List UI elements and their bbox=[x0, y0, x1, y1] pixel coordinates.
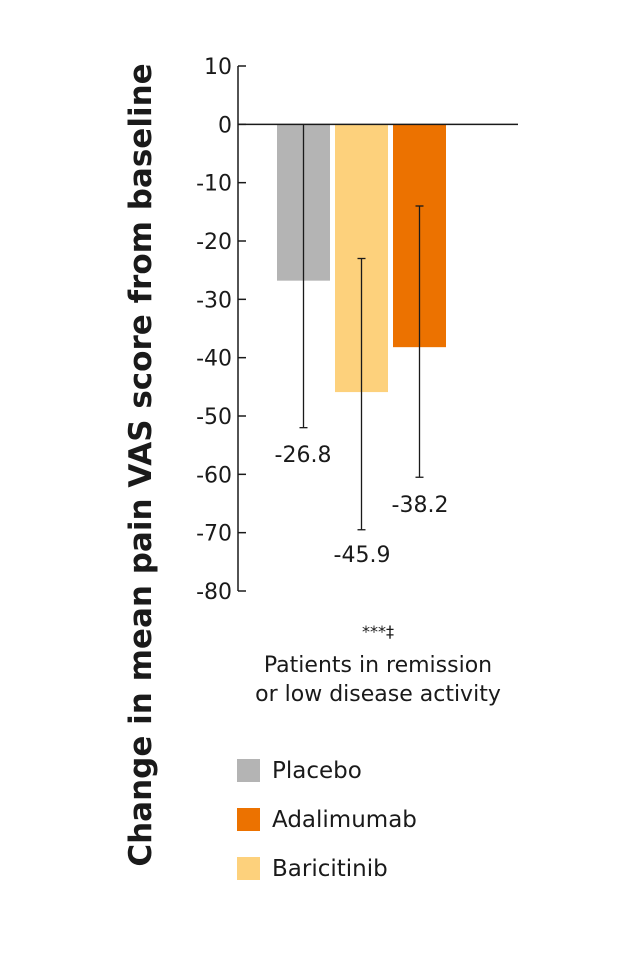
y-tick-label: -60 bbox=[196, 463, 232, 488]
y-tick-label: -40 bbox=[196, 347, 232, 372]
legend-swatch-placebo bbox=[237, 759, 260, 782]
y-axis-label: Change in mean pain VAS score from basel… bbox=[123, 63, 159, 866]
data-label-baricitinib: -45.9 bbox=[334, 543, 391, 568]
y-tick-label: -50 bbox=[196, 405, 232, 430]
data-label-placebo: -26.8 bbox=[275, 443, 332, 468]
legend: Placebo Adalimumab Baricitinib bbox=[237, 746, 417, 893]
legend-label-baricitinib: Baricitinib bbox=[272, 855, 388, 882]
y-tick-label: 0 bbox=[218, 113, 232, 138]
category-label-line: or low disease activity bbox=[255, 682, 501, 707]
legend-item-placebo: Placebo bbox=[237, 746, 417, 795]
significance-marker: ***‡ bbox=[362, 622, 394, 641]
y-tick-label: -10 bbox=[196, 172, 232, 197]
legend-label-placebo: Placebo bbox=[272, 757, 362, 784]
y-tick-label: -70 bbox=[196, 522, 232, 547]
legend-label-adalimumab: Adalimumab bbox=[272, 806, 417, 833]
y-tick-label: -20 bbox=[196, 230, 232, 255]
legend-swatch-adalimumab bbox=[237, 808, 260, 831]
legend-item-baricitinib: Baricitinib bbox=[237, 844, 417, 893]
legend-swatch-baricitinib bbox=[237, 857, 260, 880]
data-label-adalimumab: -38.2 bbox=[392, 493, 449, 518]
category-label-line: Patients in remission bbox=[264, 653, 492, 678]
y-tick-label: 10 bbox=[204, 55, 232, 80]
y-tick-label: -30 bbox=[196, 288, 232, 313]
y-tick-label: -80 bbox=[196, 580, 232, 605]
legend-item-adalimumab: Adalimumab bbox=[237, 795, 417, 844]
